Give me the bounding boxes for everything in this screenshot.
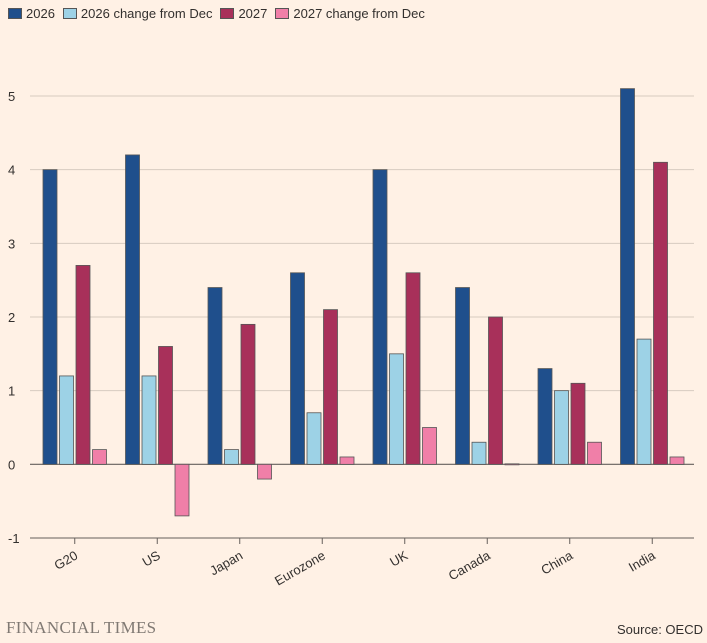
bar-uk-series-1 (372, 169, 388, 465)
y-tick-label: 4 (8, 163, 15, 178)
bar-canada-series-3 (488, 316, 503, 465)
bar-us-series-1 (125, 154, 140, 465)
ft-logo: FINANCIAL TIMES (6, 618, 157, 637)
bar-canada-series-1 (455, 287, 470, 465)
bar-uk-series-2 (389, 353, 404, 465)
legend-label: 2027 change from Dec (293, 6, 425, 21)
bar-eurozone-series-2 (306, 412, 322, 465)
x-tick-label: UK (387, 547, 410, 569)
bar-china-series-2 (554, 390, 569, 465)
bar-japan-series-2 (224, 449, 239, 465)
y-tick-label: -1 (8, 531, 20, 546)
x-tick-label: Canada (446, 547, 494, 583)
legend-item-3: 2027 (220, 6, 267, 21)
legend-swatch (275, 8, 290, 19)
y-tick-label: 5 (8, 89, 15, 104)
bar-chart: -1 0 1 2 3 4 5 G20 US Japan Eurozone UK Canada China I… (8, 88, 694, 589)
bar-eurozone-series-4 (339, 456, 355, 465)
bar-china-series-3 (570, 382, 586, 465)
y-tick-label: 3 (8, 236, 15, 251)
legend-label: 2026 (26, 6, 55, 21)
source-note: Source: OECD (617, 622, 703, 637)
legend: 2026 2026 change from Dec 2027 2027 change … (8, 6, 425, 21)
bar-g20-series-2 (59, 375, 74, 465)
legend-item-4: 2027 change from Dec (275, 6, 425, 21)
x-tick-label: G20 (51, 548, 80, 573)
bar-japan-series-3 (240, 323, 256, 465)
legend-item-2: 2026 change from Dec (62, 6, 213, 21)
x-tick-label: India (626, 547, 659, 574)
x-tick-label: China (538, 547, 576, 577)
legend-label: 2026 change from Dec (80, 6, 213, 21)
bar-g20-series-4 (92, 449, 107, 465)
y-tick-label: 2 (8, 310, 15, 325)
bar-eurozone-series-1 (290, 272, 305, 465)
bar-india-series-3 (653, 161, 668, 465)
legend-swatch (62, 8, 77, 19)
bar-us-series-4 (174, 463, 190, 517)
bar-india-series-4 (669, 456, 685, 465)
bar-india-series-2 (636, 338, 652, 465)
bar-china-series-1 (537, 368, 553, 465)
y-tick-label: 1 (8, 384, 15, 399)
bar-uk-series-4 (422, 427, 437, 465)
bar-us-series-2 (141, 375, 157, 465)
bar-india-series-1 (620, 88, 635, 465)
y-tick-label: 0 (8, 457, 15, 472)
bar-us-series-3 (158, 346, 173, 465)
bar-eurozone-series-3 (323, 309, 338, 465)
bar-g20-series-1 (42, 169, 58, 465)
legend-swatch (220, 8, 235, 19)
x-tick-label: US (140, 547, 163, 569)
x-tick-label: Japan (207, 548, 245, 579)
x-tick-label: Eurozone (272, 548, 328, 589)
bar-japan-series-4 (257, 463, 272, 480)
bar-g20-series-3 (75, 265, 91, 465)
bar-uk-series-3 (405, 272, 421, 465)
legend-label: 2027 (238, 6, 268, 21)
legend-swatch (8, 8, 22, 19)
bar-canada-series-2 (471, 441, 487, 465)
legend-item-1: 2026 (8, 6, 55, 21)
bar-japan-series-1 (207, 287, 223, 465)
bar-china-series-4 (587, 441, 602, 465)
bar-canada-series-4 (504, 463, 520, 466)
